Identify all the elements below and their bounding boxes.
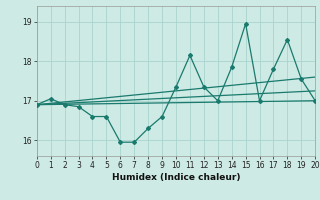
X-axis label: Humidex (Indice chaleur): Humidex (Indice chaleur) [112,173,240,182]
